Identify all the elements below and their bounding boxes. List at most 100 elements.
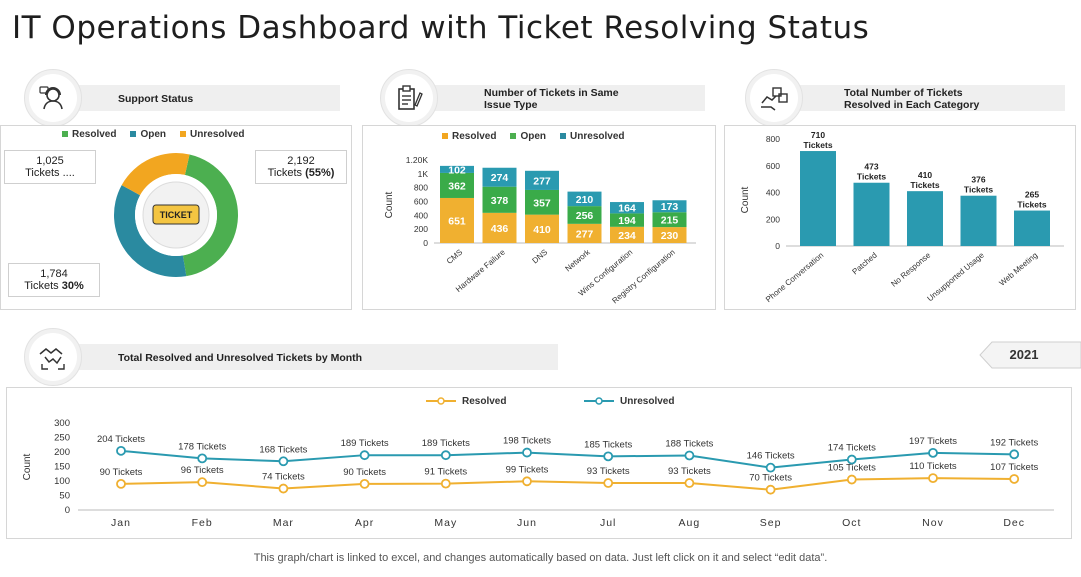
line-point-label: 107 Tickets <box>990 462 1038 473</box>
handshake-icon <box>29 333 77 381</box>
category-bar-unit: Tickets <box>1017 200 1046 210</box>
stacked-ytick: 1K <box>418 169 429 179</box>
line-xtick: Dec <box>1003 517 1025 529</box>
line-ytick: 50 <box>59 491 70 502</box>
line-point-label: 189 Tickets <box>422 438 470 449</box>
stacked-legend-open: Open <box>510 131 546 142</box>
line-point-label: 74 Tickets <box>262 472 305 483</box>
callout-unresolved-pct: .... <box>62 167 75 179</box>
callout-open-unit: Tickets <box>24 280 59 292</box>
callout-unresolved-unit: Tickets <box>25 167 60 179</box>
stacked-bar-resolved <box>525 214 559 243</box>
page-title: IT Operations Dashboard with Ticket Reso… <box>12 10 870 46</box>
line-xtick: Jan <box>111 517 131 529</box>
callout-open-value: 1,784 <box>40 268 68 280</box>
stacked-xtick: DNS <box>531 248 550 266</box>
resolved-category-title: Total Number of Tickets Resolved in Each… <box>844 87 979 111</box>
callout-resolved: 2,192 Tickets (55%) <box>255 150 347 184</box>
support-status-header <box>40 85 340 111</box>
donut-slice-resolved <box>182 154 238 277</box>
category-bar <box>1014 210 1050 246</box>
stacked-bar-unresolved <box>652 200 687 213</box>
line-xtick: Mar <box>273 517 294 529</box>
stacked-bar-label: 215 <box>661 215 679 227</box>
ticket-icon: TICKET <box>152 204 200 225</box>
stacked-ytick: 1.20K <box>406 155 429 165</box>
resolved-category-title-line1: Total Number of Tickets <box>844 87 963 99</box>
same-issue-header <box>395 85 705 111</box>
line-ytick: 300 <box>54 418 70 429</box>
category-bar <box>960 195 997 246</box>
line-xtick: Apr <box>355 517 374 529</box>
line-xtick: Oct <box>842 517 861 529</box>
line-point-label: 189 Tickets <box>341 438 389 449</box>
line-point-label: 70 Tickets <box>749 473 792 484</box>
year-label: 2021 <box>1010 347 1039 362</box>
line-point-label: 198 Tickets <box>503 436 551 447</box>
line-point-label: 93 Tickets <box>587 466 630 477</box>
stacked-bar-label: 277 <box>533 175 551 187</box>
category-ytick: 400 <box>766 188 780 198</box>
line-ytick: 150 <box>54 462 70 473</box>
stacked-bar-label: 256 <box>576 210 594 222</box>
stacked-bar-label: 436 <box>491 223 509 235</box>
category-bar-unit: Tickets <box>910 180 939 190</box>
line-point <box>846 474 857 485</box>
line-point <box>359 479 370 489</box>
puzzle-icon-badge <box>745 69 803 127</box>
callout-unresolved: 1,025 Tickets .... <box>4 150 96 184</box>
stacked-bar-unresolved <box>525 170 559 190</box>
line-point <box>603 451 614 462</box>
stacked-bar-open <box>610 213 644 227</box>
stacked-bar-label: 194 <box>618 215 636 227</box>
line-point <box>116 445 126 456</box>
line-ytick: 0 <box>65 505 70 516</box>
line-point-label: 99 Tickets <box>506 464 549 475</box>
stacked-legend-unresolved: Unresolved <box>560 131 625 142</box>
line-xtick: Nov <box>922 517 944 529</box>
stacked-bar-label: 102 <box>448 164 466 176</box>
line-point <box>1009 474 1020 484</box>
stacked-bar-open <box>440 172 474 198</box>
line-legend-marker <box>437 397 445 405</box>
line-point <box>440 478 451 489</box>
line-point <box>278 456 289 467</box>
category-xtick: Patched <box>851 251 879 277</box>
line-point <box>359 450 370 461</box>
line-point <box>684 450 695 461</box>
legend-unresolved: Unresolved <box>180 129 245 140</box>
puzzle-hands-icon <box>750 74 798 122</box>
by-month-panel <box>6 387 1072 539</box>
stacked-bar-resolved <box>652 227 687 243</box>
line-point-label: 192 Tickets <box>990 437 1038 448</box>
line-point <box>197 477 208 488</box>
line-point-label: 146 Tickets <box>747 451 795 462</box>
stacked-bar-open <box>525 189 559 215</box>
line-point <box>440 450 451 461</box>
stacked-bar-open <box>482 186 517 213</box>
category-xtick: Unsupported Usage <box>925 250 986 303</box>
donut-center-label: TICKET <box>160 210 193 220</box>
handshake-icon-badge <box>24 328 82 386</box>
resolved-category-header <box>760 85 1065 111</box>
donut-legend: Resolved Open Unresolved <box>62 129 245 140</box>
category-bar-unit: Tickets <box>857 172 886 182</box>
stacked-bar-resolved <box>610 226 644 243</box>
same-issue-title-line1: Number of Tickets in Same <box>484 87 619 99</box>
line-point-label: 91 Tickets <box>424 467 467 478</box>
line-xtick: Feb <box>192 517 213 529</box>
stacked-bar-label: 274 <box>491 172 509 184</box>
line-point <box>522 447 532 458</box>
line-ytick: 250 <box>54 433 70 444</box>
year-tag: 2021 <box>979 341 1081 369</box>
legend-open: Open <box>130 129 166 140</box>
line-point <box>928 473 938 483</box>
category-bar-value: 410 <box>918 170 932 180</box>
line-xtick: Jun <box>517 517 537 529</box>
support-icon-badge <box>24 69 82 127</box>
stacked-bar-unresolved <box>567 191 602 207</box>
category-ytick: 200 <box>766 214 780 224</box>
line-point-label: 204 Tickets <box>97 434 145 445</box>
stacked-bar-label: 651 <box>448 215 466 227</box>
category-xtick: Web Meeting <box>997 251 1039 288</box>
